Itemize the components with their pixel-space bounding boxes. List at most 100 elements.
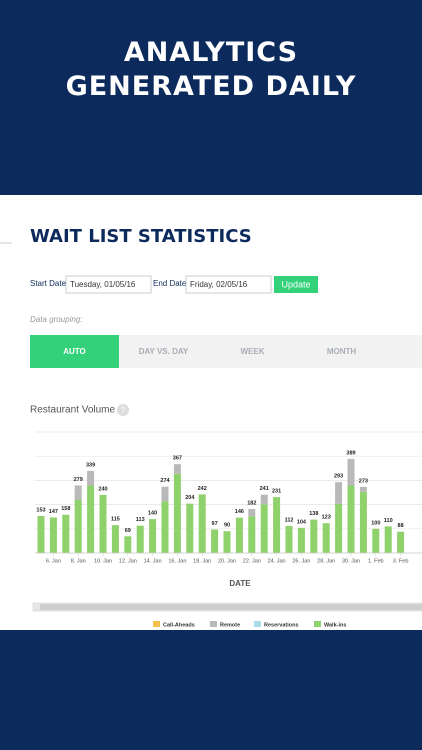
bar-total: 147 <box>49 509 58 515</box>
bar-total: 104 <box>297 519 307 525</box>
x-tick-label: 10. Jan <box>94 558 112 564</box>
bar-segment <box>372 528 380 553</box>
tab-label: AUTO <box>63 347 86 356</box>
footer-bg <box>0 630 422 750</box>
end-label: End Date: <box>153 279 189 288</box>
x-tick-label: 12. Jan <box>119 558 137 564</box>
bar-segment <box>62 514 70 553</box>
bar-segment <box>87 470 95 486</box>
x-tick-label: 1. Feb <box>368 558 384 564</box>
start-label: Start Date: <box>30 279 68 288</box>
bar-total: 231 <box>272 489 281 495</box>
legend-swatch <box>314 621 321 627</box>
x-tick-label: 14. Jan <box>144 558 162 564</box>
start-input[interactable] <box>65 275 152 294</box>
bar-segment <box>124 536 132 553</box>
bar-segment <box>335 503 343 553</box>
bar-segment <box>347 458 355 486</box>
x-tick-label: 3. Feb <box>393 558 409 564</box>
bar-segment <box>273 497 281 553</box>
bar-segment <box>359 486 367 492</box>
tab-label: DAY VS. DAY <box>139 347 189 356</box>
x-tick-label: 18. Jan <box>193 558 211 564</box>
bar-total: 88 <box>398 523 404 529</box>
bar-segment <box>161 501 169 553</box>
tab-active <box>30 335 119 368</box>
bar-total: 240 <box>98 486 107 492</box>
bar-total: 138 <box>309 511 318 517</box>
bar-total: 140 <box>148 511 157 517</box>
x-axis-label: DATE <box>229 579 251 588</box>
bar-total: 274 <box>160 478 170 484</box>
bar-segment <box>211 529 219 553</box>
bar-total: 389 <box>346 450 355 456</box>
bar-total: 367 <box>173 456 182 462</box>
end-input[interactable] <box>185 275 272 294</box>
scroll-thumb[interactable] <box>40 604 422 610</box>
start-value: Tuesday, 01/05/16 <box>70 280 136 289</box>
legend-swatch <box>153 621 160 627</box>
bar-total: 153 <box>36 507 45 513</box>
panel-bg <box>0 195 422 630</box>
bar-segment <box>248 508 256 517</box>
bar-segment <box>49 517 57 553</box>
bar-segment <box>198 494 206 553</box>
bar-segment <box>37 515 45 553</box>
legend-swatch <box>254 621 261 627</box>
bar-total: 293 <box>334 474 343 480</box>
bar-segment <box>161 486 169 502</box>
bar-segment <box>260 494 268 505</box>
tab-label: MONTH <box>327 347 357 356</box>
x-tick-label: 20. Jan <box>218 558 236 564</box>
x-tick-label: 26. Jan <box>292 558 310 564</box>
bar-segment <box>74 485 82 501</box>
bar-segment <box>136 525 144 553</box>
x-tick-label: 24. Jan <box>268 558 286 564</box>
bar-total: 158 <box>61 506 70 512</box>
bar-segment <box>173 464 181 474</box>
bar-segment <box>111 525 119 553</box>
bar-segment <box>248 516 256 553</box>
x-tick-label: 28. Jan <box>317 558 335 564</box>
bar-total: 123 <box>322 515 331 521</box>
bar-segment <box>186 503 194 553</box>
bar-segment <box>359 491 367 553</box>
bar-total: 241 <box>260 486 269 492</box>
header-bg <box>0 0 422 195</box>
x-tick-label: 6. Jan <box>46 558 61 564</box>
x-tick-label: 22. Jan <box>243 558 261 564</box>
legend-label: Reservations <box>264 622 299 628</box>
bar-total: 69 <box>125 528 131 534</box>
bar-segment <box>397 531 405 553</box>
bar-total: 112 <box>285 517 294 523</box>
bar-total: 146 <box>235 509 244 515</box>
bar-segment <box>149 519 157 553</box>
bar-total: 90 <box>224 523 230 529</box>
bar-total: 273 <box>359 478 368 484</box>
bar-total: 110 <box>384 518 393 524</box>
update-button[interactable] <box>274 276 318 293</box>
bar-total: 242 <box>198 486 207 492</box>
bar-segment <box>87 485 95 553</box>
bar-segment <box>310 519 318 553</box>
x-tick-label: 8. Jan <box>71 558 86 564</box>
bar-segment <box>285 525 293 553</box>
bar-segment <box>223 531 231 553</box>
bar-segment <box>235 517 243 553</box>
bar-segment <box>74 500 82 553</box>
bar-total: 182 <box>247 500 256 506</box>
bar-total: 204 <box>185 495 195 501</box>
help-icon-bg[interactable] <box>117 404 129 416</box>
bar-total: 97 <box>212 521 218 527</box>
bar-segment <box>384 526 392 553</box>
bar-segment <box>99 494 107 553</box>
bar-segment <box>347 485 355 553</box>
legend-label: Remote <box>220 622 240 628</box>
legend-swatch <box>210 621 217 627</box>
bar-segment <box>322 523 330 553</box>
update-label: Update <box>281 279 310 289</box>
tab-label: WEEK <box>241 347 265 356</box>
legend-label: Walk-ins <box>324 622 346 628</box>
panel-title: WAIT LIST STATISTICS <box>30 226 252 247</box>
